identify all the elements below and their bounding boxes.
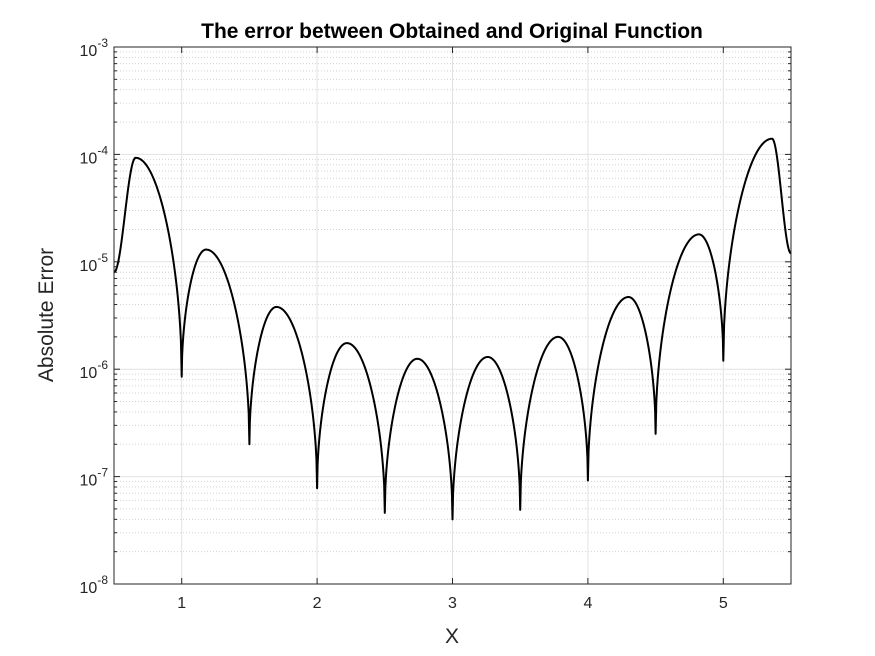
chart-title: The error between Obtained and Original … [201,20,703,43]
minor-grid [114,51,791,553]
y-tick-labels: 10-8 10-7 10-6 10-5 10-4 10-3 [80,36,109,597]
tick-marks [114,46,791,585]
x-tick-label: 3 [448,595,457,612]
y-tick-label: 10-6 [80,358,109,382]
error-curve [113,137,792,521]
x-tick-label: 4 [583,595,592,612]
y-tick-label: 10-7 [80,466,109,490]
x-tick-labels: 1 2 3 4 5 [177,595,728,612]
y-axis-label: Absolute Error [35,248,58,382]
x-tick-label: 5 [719,595,728,612]
y-tick-label: 10-8 [80,573,109,597]
x-tick-label: 1 [177,595,186,612]
x-tick-label: 2 [313,595,322,612]
y-tick-label: 10-5 [80,251,109,275]
y-tick-label: 10-4 [80,143,109,167]
y-tick-label: 10-3 [80,36,109,60]
x-axis-label: X [445,625,459,648]
